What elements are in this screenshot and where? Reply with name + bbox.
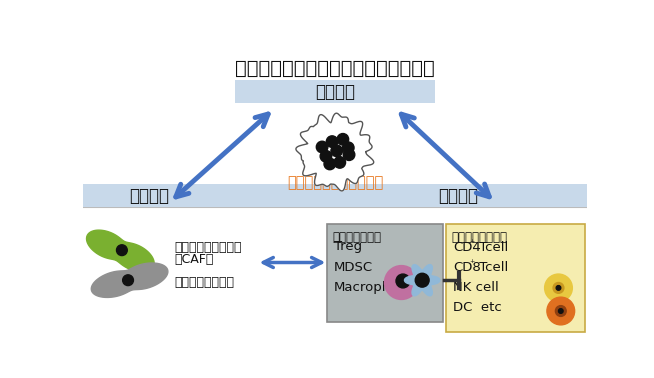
Circle shape — [559, 309, 563, 313]
Text: Tcell: Tcell — [475, 262, 508, 274]
Circle shape — [324, 158, 336, 170]
Polygon shape — [86, 230, 154, 272]
Circle shape — [123, 275, 133, 286]
Circle shape — [547, 297, 575, 325]
Text: CD8: CD8 — [453, 262, 481, 274]
Text: DC  etc: DC etc — [453, 301, 502, 314]
Circle shape — [337, 133, 349, 145]
Circle shape — [343, 142, 354, 153]
Circle shape — [320, 150, 332, 162]
Circle shape — [343, 149, 355, 161]
Circle shape — [326, 136, 338, 147]
Text: 免疫細胞: 免疫細胞 — [438, 186, 478, 204]
FancyBboxPatch shape — [84, 184, 322, 207]
Polygon shape — [92, 263, 168, 297]
Text: がん細胞: がん細胞 — [315, 82, 355, 101]
Polygon shape — [404, 265, 440, 296]
Text: エフェクター細胞: エフェクター細胞 — [451, 231, 508, 244]
Text: ⁺: ⁺ — [469, 259, 474, 269]
Text: 膜がんにおける免疫抑制ネットワーク: 膜がんにおける免疫抑制ネットワーク — [235, 59, 435, 78]
Circle shape — [331, 145, 343, 156]
FancyBboxPatch shape — [328, 224, 443, 322]
Text: 免疫抑制性ネットワーク: 免疫抑制性ネットワーク — [287, 175, 383, 190]
Circle shape — [545, 274, 572, 302]
Circle shape — [553, 282, 564, 293]
Text: CD4: CD4 — [453, 242, 481, 254]
Circle shape — [385, 266, 419, 299]
Text: ⁺: ⁺ — [469, 239, 474, 249]
Circle shape — [116, 245, 128, 256]
Text: 間質細胞: 間質細胞 — [129, 186, 169, 204]
Text: NK cell: NK cell — [453, 281, 499, 294]
Text: 腫瘠血管内皮細胞: 腫瘠血管内皮細胞 — [174, 276, 234, 289]
Text: Treg: Treg — [334, 240, 362, 253]
Circle shape — [556, 286, 560, 290]
FancyBboxPatch shape — [322, 184, 587, 207]
Text: （CAF）: （CAF） — [174, 253, 214, 266]
Text: Tcell: Tcell — [475, 242, 508, 254]
FancyBboxPatch shape — [235, 80, 436, 103]
Circle shape — [555, 306, 566, 316]
Text: 免疫抑制性細胞: 免疫抑制性細胞 — [333, 231, 382, 244]
Text: がん関連線維舒細胞: がん関連線維舒細胞 — [174, 241, 242, 254]
Text: Macrophage: Macrophage — [334, 281, 416, 294]
FancyBboxPatch shape — [446, 224, 585, 332]
Circle shape — [334, 156, 345, 168]
Polygon shape — [296, 113, 373, 191]
Text: MDSC: MDSC — [334, 260, 373, 274]
Circle shape — [317, 141, 328, 153]
Circle shape — [415, 273, 429, 287]
Circle shape — [396, 274, 410, 288]
